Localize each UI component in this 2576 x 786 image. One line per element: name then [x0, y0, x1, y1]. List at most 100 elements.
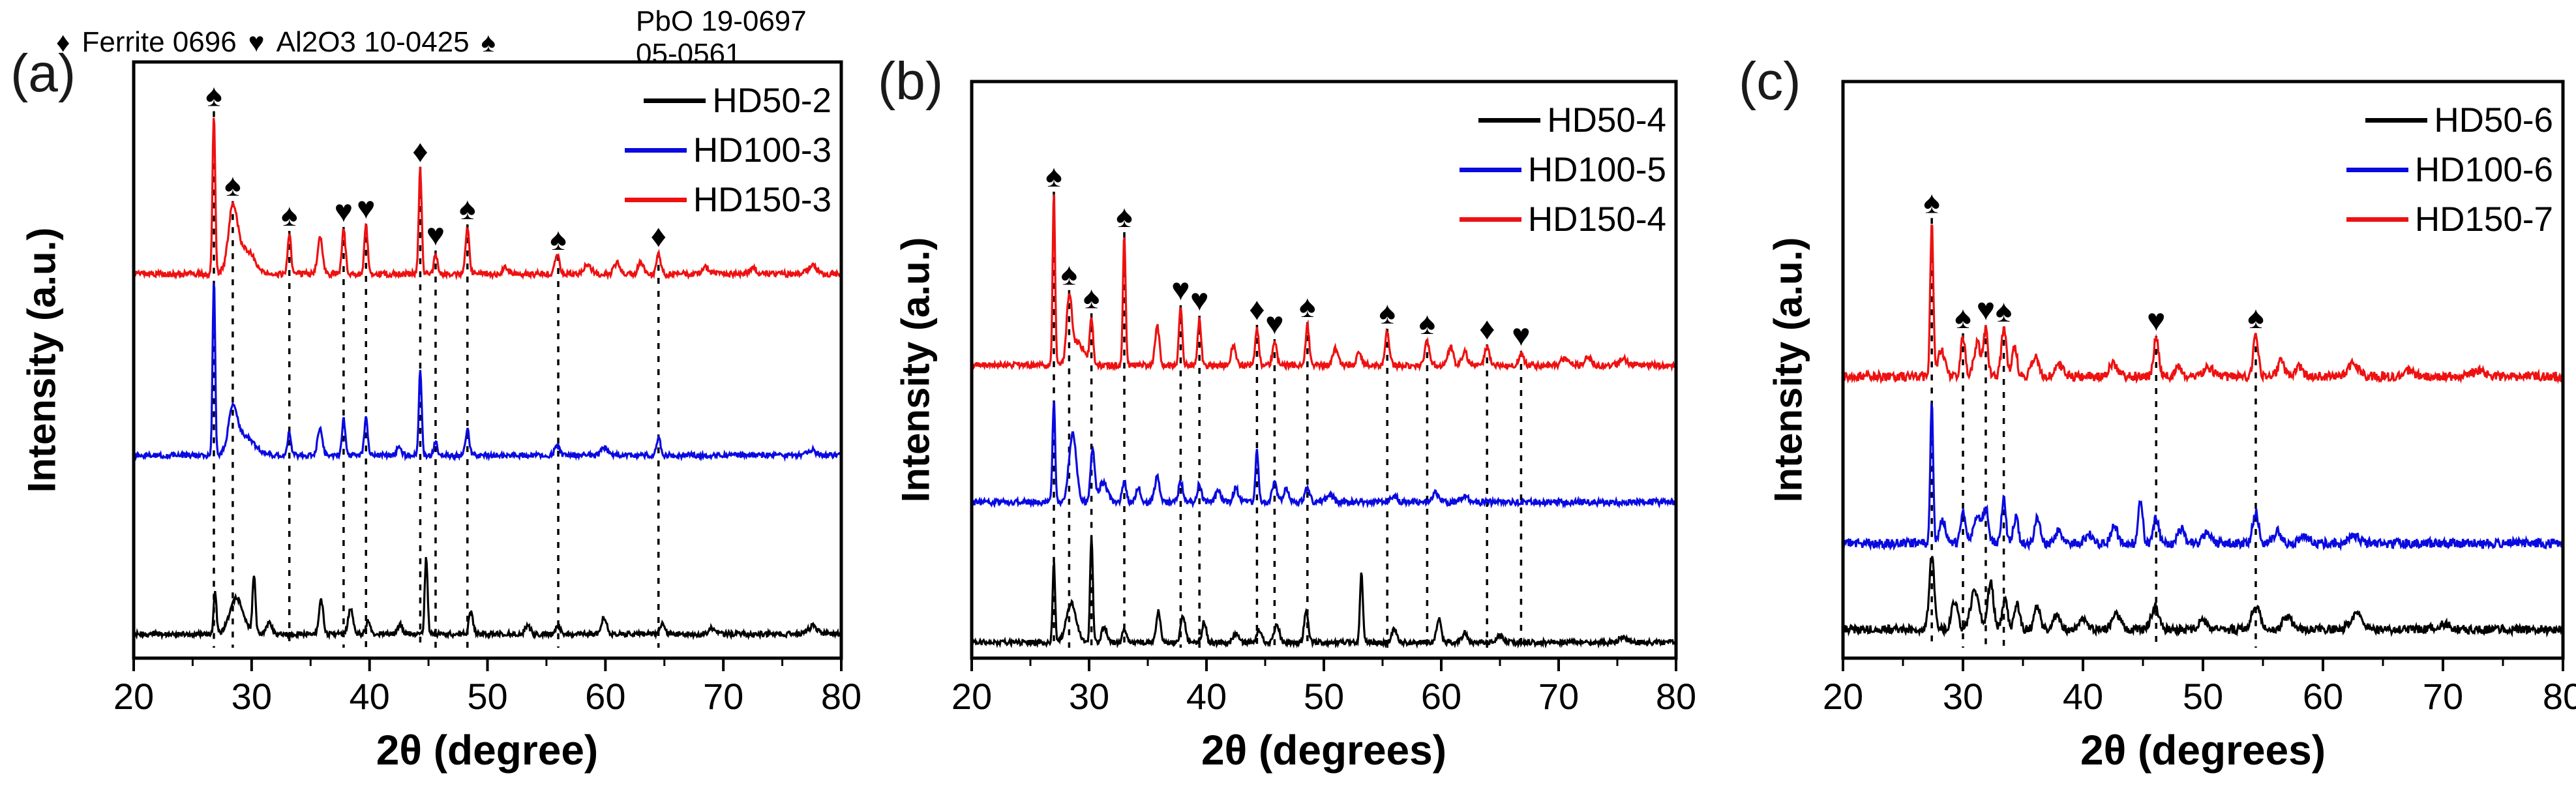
phase-marker: ♦ — [1249, 292, 1265, 327]
phase-markers: ♠♠ ♥ ♠ ♥ ♠ — [1923, 185, 2264, 338]
legend-label: HD100-3 — [693, 130, 831, 170]
panel-a-letter: (a) — [10, 44, 76, 103]
curve-HD50-2 — [133, 556, 843, 641]
phase-marker: ♦ — [1479, 312, 1495, 346]
phase-legend: ♦ Ferrite 0696 ♥ Al2O3 10-0425 ♠ — [56, 26, 496, 59]
legend-label: HD150-7 — [2414, 200, 2553, 239]
phase-marker: ♠ — [1045, 159, 1062, 194]
phase-marker: ♠ — [1954, 301, 1971, 335]
phase-marker: ♠ — [1116, 200, 1133, 234]
phase-marker: ♠ — [459, 192, 476, 226]
phase-marker: ♥ — [1512, 318, 1531, 353]
legend-swatch-black — [644, 98, 706, 103]
legend-label: HD100-6 — [2414, 150, 2553, 189]
x-tick-label: 30 — [1069, 676, 1109, 717]
legend-swatch-blue — [624, 147, 687, 153]
curve-HD100-6 — [1842, 403, 2564, 552]
phase-marker: ♠ — [1299, 290, 1316, 324]
x-tick-label: 50 — [467, 676, 507, 717]
x-tick-label: 80 — [1656, 676, 1696, 717]
phase-marker: ♠ — [1061, 258, 1078, 292]
phase-markers: ♠♠♠ ♥ ♥♦♥♠♠ ♦ — [205, 78, 666, 256]
legend-swatch-red — [2346, 217, 2408, 222]
legend-row: HD50-2 — [610, 76, 831, 125]
legend-label: HD50-6 — [2434, 100, 2553, 140]
x-tick-label: 40 — [350, 676, 390, 717]
phase-marker: ♥ — [1171, 273, 1190, 307]
curve-HD100-3 — [133, 283, 843, 462]
phase-marker: ♥ — [1977, 293, 1996, 327]
phase-marker: ♥ — [335, 194, 353, 229]
phase-markers: ♠♠♠♠♥ ♥ ♦ ♥ ♠ ♠ ♠ ♦ ♥ — [1045, 159, 1530, 353]
legend-row: HD150-3 — [610, 175, 831, 224]
curve-HD100-5 — [970, 401, 1677, 509]
legend-row: HD100-6 — [2331, 145, 2553, 194]
phase-legend-label-pbo: PbO 19-0697 05-0561 — [636, 5, 807, 70]
legend-row: HD150-4 — [1445, 194, 1666, 244]
legend-label: HD100-5 — [1527, 150, 1666, 189]
panel-a-xlabel: 2θ (degree) — [376, 727, 599, 774]
phase-marker: ♠ — [1419, 307, 1436, 341]
guide-lines — [213, 111, 660, 648]
phase-marker: ♥ — [1265, 307, 1284, 341]
panel-c-letter: (c) — [1739, 52, 1801, 111]
panel-c-xlabel: 2θ (degrees) — [2080, 727, 2326, 774]
x-tick-label: 20 — [1823, 676, 1863, 717]
panel-plot-2: ♠♠ ♥ ♠ ♥ ♠20 30 40 50 60 70 80 — [1823, 80, 2576, 717]
panel-plot-1: ♠♠♠♠♥ ♥ ♦ ♥ ♠ ♠ ♠ ♦ ♥20 30 40 50 60 70 80 — [951, 80, 1696, 717]
legend-label: HD50-2 — [712, 81, 831, 120]
x-tick-label: 50 — [2183, 676, 2223, 717]
legend-swatch-red — [624, 197, 687, 202]
panel-plot-0: ♠♠♠ ♥ ♥♦♥♠♠ ♦20 30 40 50 60 70 80 — [113, 60, 861, 717]
phase-marker: ♥ — [357, 191, 376, 226]
x-tick-label: 30 — [232, 676, 272, 717]
x-tick-label: 70 — [2423, 676, 2463, 717]
curve-HD150-4 — [970, 194, 1677, 372]
phase-marker: ♠ — [281, 198, 298, 233]
x-tick-label: 60 — [2303, 676, 2343, 717]
x-axis-ticks: 20 30 40 50 60 70 80 — [1823, 658, 2576, 717]
legend-row: HD50-6 — [2331, 95, 2553, 145]
x-tick-label: 50 — [1304, 676, 1344, 717]
x-tick-label: 60 — [1421, 676, 1461, 717]
phase-marker: ♠ — [1996, 294, 2013, 329]
x-tick-label: 80 — [2543, 676, 2576, 717]
panel-a-legend: HD50-2 HD100-3 HD150-3 — [610, 76, 831, 224]
panel-c-ylabel: Intensity (a.u.) — [1766, 237, 1810, 503]
x-tick-label: 20 — [951, 676, 992, 717]
curve-HD50-6 — [1842, 556, 2564, 638]
phase-legend-pbo-line2: 05-0561 — [636, 38, 741, 70]
phase-marker: ♥ — [1190, 283, 1209, 318]
phase-marker: ♦ — [650, 219, 666, 254]
phase-marker: ♥ — [427, 218, 445, 252]
x-tick-label: 40 — [1186, 676, 1227, 717]
phase-marker: ♠ — [1923, 185, 1940, 220]
panel-c-legend: HD50-6 HD100-6 HD150-7 — [2331, 95, 2553, 244]
x-tick-label: 20 — [113, 676, 154, 717]
legend-swatch-black — [2365, 117, 2428, 123]
guide-lines — [1930, 218, 2257, 648]
phase-marker: ♠ — [224, 168, 241, 203]
panel-a-ylabel: Intensity (a.u.) — [20, 227, 64, 493]
phase-marker: ♥ — [2147, 303, 2166, 338]
phase-legend-pbo-line1: PbO 19-0697 — [636, 5, 807, 37]
curve-HD150-7 — [1842, 224, 2564, 385]
phase-legend-label-al2o3: Al2O3 10-0425 — [276, 26, 470, 58]
curve-HD50-4 — [970, 536, 1677, 649]
panel-b-xlabel: 2θ (degrees) — [1201, 727, 1447, 774]
legend-swatch-blue — [1459, 167, 1521, 172]
spade-icon: ♠ — [481, 27, 496, 57]
phase-marker: ♠ — [2247, 301, 2264, 335]
phase-marker: ♦ — [412, 134, 428, 169]
phase-marker: ♠ — [1083, 280, 1100, 315]
legend-swatch-black — [1478, 117, 1541, 123]
panel-b-letter: (b) — [878, 52, 944, 111]
curve-HD150-3 — [133, 117, 843, 280]
phase-marker: ♠ — [205, 78, 222, 113]
legend-row: HD100-3 — [610, 125, 831, 175]
x-axis-ticks: 20 30 40 50 60 70 80 — [113, 658, 861, 717]
phase-marker: ♠ — [1379, 296, 1396, 331]
x-tick-label: 30 — [1943, 676, 1983, 717]
legend-label: HD150-3 — [693, 180, 831, 219]
